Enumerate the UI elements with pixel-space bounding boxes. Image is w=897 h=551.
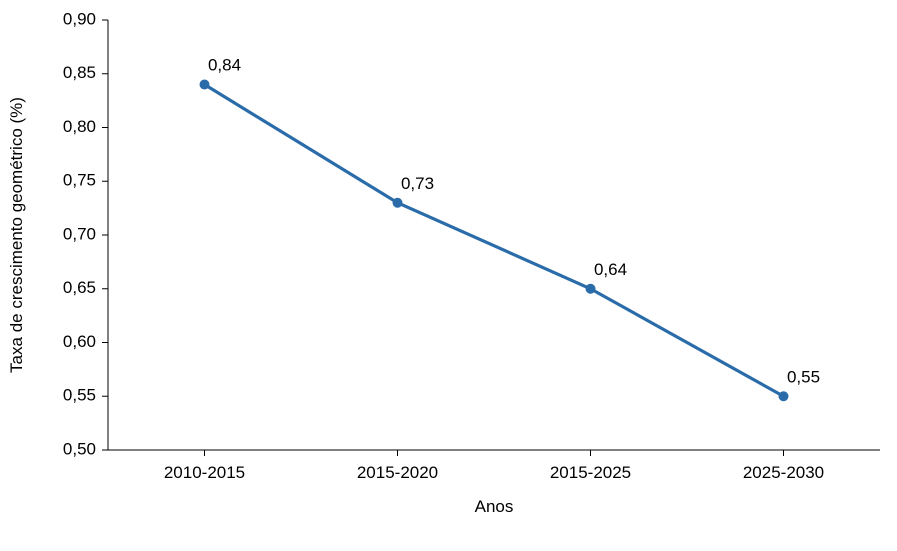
chart-svg: 0,50 0,55 0,60 0,65 0,70 0,75 0,80 0,85 0,90 2010… bbox=[0, 0, 897, 551]
y-axis-title: Taxa de crescimento geométrico (%) bbox=[7, 97, 26, 373]
x-axis-title: Anos bbox=[475, 497, 514, 516]
y-tick-label: 0,60 bbox=[63, 332, 96, 351]
x-tick-label: 2025-2030 bbox=[743, 463, 824, 482]
data-point bbox=[779, 391, 789, 401]
y-tick-label: 0,85 bbox=[63, 63, 96, 82]
y-tick-label: 0,50 bbox=[63, 439, 96, 458]
y-tick-label: 0,75 bbox=[63, 171, 96, 190]
line-chart: 0,50 0,55 0,60 0,65 0,70 0,75 0,80 0,85 0,90 2010… bbox=[0, 0, 897, 551]
data-label: 0,84 bbox=[208, 56, 241, 75]
data-point bbox=[586, 284, 596, 294]
data-label: 0,64 bbox=[594, 260, 627, 279]
x-tick-label: 2015-2020 bbox=[357, 463, 438, 482]
data-label: 0,55 bbox=[787, 367, 820, 386]
data-label: 0,73 bbox=[401, 174, 434, 193]
series-line bbox=[205, 85, 784, 397]
x-tick-label: 2015-2025 bbox=[550, 463, 631, 482]
y-tick-label: 0,80 bbox=[63, 117, 96, 136]
y-tick-label: 0,65 bbox=[63, 278, 96, 297]
data-point bbox=[393, 198, 403, 208]
y-tick-label: 0,70 bbox=[63, 224, 96, 243]
y-tick-label: 0,90 bbox=[63, 9, 96, 28]
x-tick-label: 2010-2015 bbox=[164, 463, 245, 482]
y-tick-label: 0,55 bbox=[63, 386, 96, 405]
data-point bbox=[200, 80, 210, 90]
